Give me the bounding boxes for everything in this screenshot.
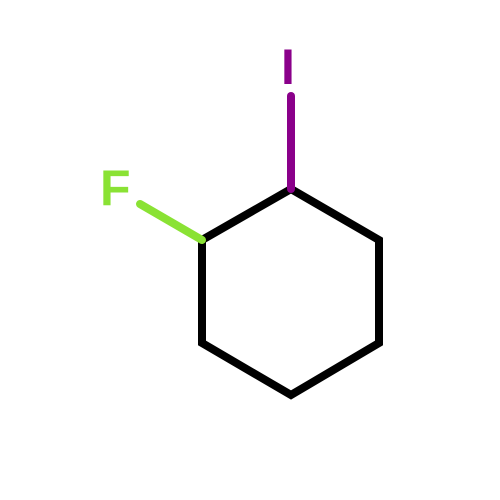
iodine-label: I <box>281 39 295 95</box>
fluorine-label: F <box>100 160 131 216</box>
structure-canvas: I F <box>0 0 500 500</box>
fluorine-bond <box>140 204 202 240</box>
cyclohexane-ring <box>202 189 379 395</box>
